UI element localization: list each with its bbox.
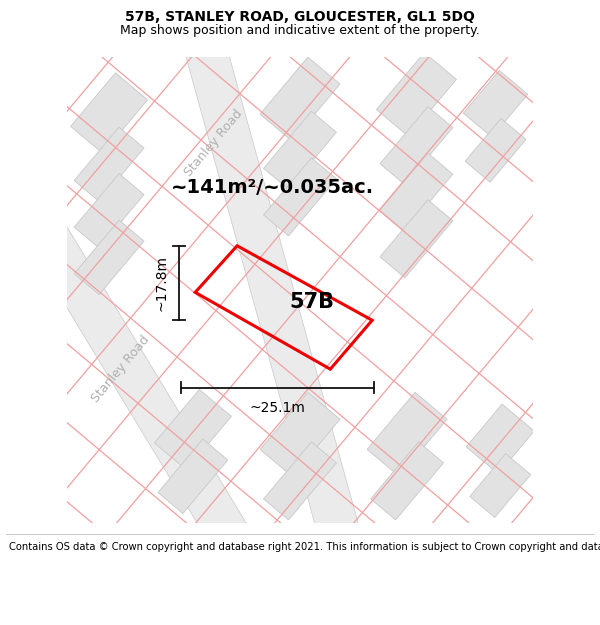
Text: ~141m²/~0.035ac.: ~141m²/~0.035ac. xyxy=(170,178,374,197)
Polygon shape xyxy=(12,196,262,571)
Text: ~17.8m: ~17.8m xyxy=(155,255,169,311)
Polygon shape xyxy=(263,158,337,236)
Text: 57B, STANLEY ROAD, GLOUCESTER, GL1 5DQ: 57B, STANLEY ROAD, GLOUCESTER, GL1 5DQ xyxy=(125,11,475,24)
Polygon shape xyxy=(74,127,144,201)
Polygon shape xyxy=(158,439,228,514)
Polygon shape xyxy=(380,200,453,278)
Text: Stanley Road: Stanley Road xyxy=(182,107,245,179)
Polygon shape xyxy=(263,111,337,189)
Polygon shape xyxy=(74,220,144,294)
Polygon shape xyxy=(154,389,232,470)
Text: 57B: 57B xyxy=(289,292,334,312)
Polygon shape xyxy=(74,174,144,248)
Polygon shape xyxy=(71,73,148,153)
Polygon shape xyxy=(380,153,453,231)
Polygon shape xyxy=(260,57,340,141)
Polygon shape xyxy=(376,52,457,136)
Text: ~25.1m: ~25.1m xyxy=(250,401,306,415)
Polygon shape xyxy=(371,442,443,520)
Polygon shape xyxy=(263,442,337,520)
Polygon shape xyxy=(178,14,367,566)
Polygon shape xyxy=(367,392,447,476)
Polygon shape xyxy=(465,119,526,182)
Polygon shape xyxy=(380,107,453,184)
Polygon shape xyxy=(260,392,340,476)
Polygon shape xyxy=(470,454,530,518)
Text: Contains OS data © Crown copyright and database right 2021. This information is : Contains OS data © Crown copyright and d… xyxy=(9,542,600,552)
Text: Stanley Road: Stanley Road xyxy=(89,333,152,405)
Text: Map shows position and indicative extent of the property.: Map shows position and indicative extent… xyxy=(120,24,480,37)
Polygon shape xyxy=(463,71,528,137)
Polygon shape xyxy=(466,404,534,474)
